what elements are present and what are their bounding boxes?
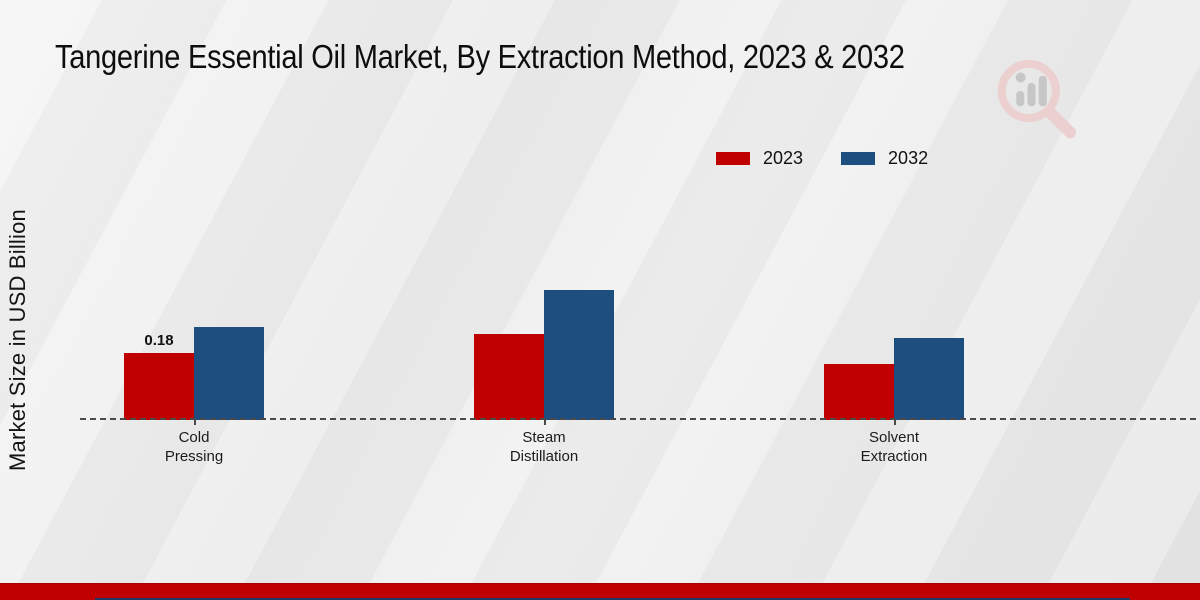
bar-2023-solvent-extraction	[824, 364, 894, 420]
category-label-solvent-extraction: Solvent Extraction	[860, 429, 928, 465]
x-axis-tick-steam-distillation	[544, 420, 546, 425]
chart-title: Tangerine Essential Oil Market, By Extra…	[55, 38, 905, 75]
bar-2032-steam-distillation	[544, 290, 614, 420]
bar-2032-cold-pressing	[194, 327, 264, 420]
legend-swatch-2032	[841, 152, 876, 165]
bar-2032-solvent-extraction	[894, 338, 964, 420]
x-axis-tick-solvent-extraction	[894, 420, 896, 425]
legend-swatch-2023	[716, 152, 750, 165]
x-axis-tick-cold-pressing	[194, 420, 196, 425]
legend-item-2032: 2032	[841, 148, 928, 169]
legend: 2023 2032	[716, 148, 928, 169]
legend-label-2032: 2032	[888, 148, 929, 168]
bar-value-label-2023-cold-pressing: 0.18	[144, 332, 174, 349]
category-label-cold-pressing: Cold Pressing	[164, 429, 224, 465]
bar-2023-cold-pressing	[124, 353, 194, 420]
legend-item-2023: 2023	[716, 148, 803, 169]
bar-2023-steam-distillation	[474, 334, 544, 420]
legend-label-2023: 2023	[763, 148, 804, 168]
footer-red-band	[0, 583, 1200, 600]
y-axis-label: Market Size in USD Billion	[5, 209, 30, 471]
category-label-steam-distillation: Steam Distillation	[509, 429, 579, 465]
footer-navy-strip	[95, 598, 1130, 600]
x-axis-dashed-baseline	[80, 418, 1196, 420]
magnifier-chart-logo-icon	[997, 59, 1077, 139]
